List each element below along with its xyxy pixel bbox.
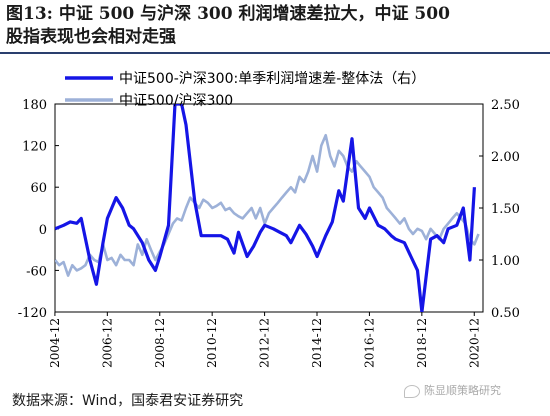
x-tick-label: 2014-12 [310, 318, 324, 368]
x-tick-label: 2010-12 [205, 318, 219, 368]
wechat-icon [404, 384, 420, 398]
left-tick-label: 120 [22, 140, 47, 155]
x-tick-label: 2004-12 [48, 318, 62, 368]
title-divider [0, 52, 550, 54]
source-note: 数据来源：Wind，国泰君安证券研究 [12, 393, 244, 409]
right-tick-label: 1.50 [491, 202, 520, 217]
legend-label-profit-diff: 中证500-沪深300:单季利润增速差-整体法（右） [119, 71, 425, 87]
series-profit-diff-line [55, 104, 476, 312]
x-tick-label: 2016-12 [362, 318, 376, 368]
x-tick-label: 2018-12 [415, 318, 429, 368]
left-tick-label: 60 [30, 181, 47, 196]
left-tick-label: -60 [26, 264, 47, 279]
legend-label-ratio: 中证500/沪深300 [119, 93, 233, 109]
x-tick-label: 2008-12 [153, 318, 167, 368]
x-tick-label: 2012-12 [258, 318, 272, 368]
watermark: 陈显顺策略研究 [404, 382, 501, 398]
left-tick-label: -120 [18, 306, 47, 321]
right-tick-label: 2.50 [491, 98, 520, 113]
right-tick-label: 0.50 [491, 306, 520, 321]
x-tick-label: 2006-12 [100, 318, 114, 368]
figure-title: 图13: 中证 500 与沪深 300 利润增速差拉大，中证 500 股指表现也… [6, 3, 546, 49]
right-tick-label: 2.00 [491, 150, 520, 165]
right-tick-label: 1.00 [491, 254, 520, 269]
watermark-text: 陈显顺策略研究 [424, 384, 501, 397]
series-ratio-line [55, 133, 480, 277]
x-tick-label: 2020-12 [467, 318, 481, 368]
left-tick-label: 0 [39, 223, 47, 238]
figure-title-line-1: 图13: 中证 500 与沪深 300 利润增速差拉大，中证 500 [6, 4, 450, 24]
figure-title-line-2: 股指表现也会相对走强 [6, 27, 176, 47]
left-tick-label: 180 [22, 98, 47, 113]
line-chart: -120 -60 0 60 120 180 0.50 1.00 1.50 2.00 2.50 2004… [18, 71, 520, 368]
